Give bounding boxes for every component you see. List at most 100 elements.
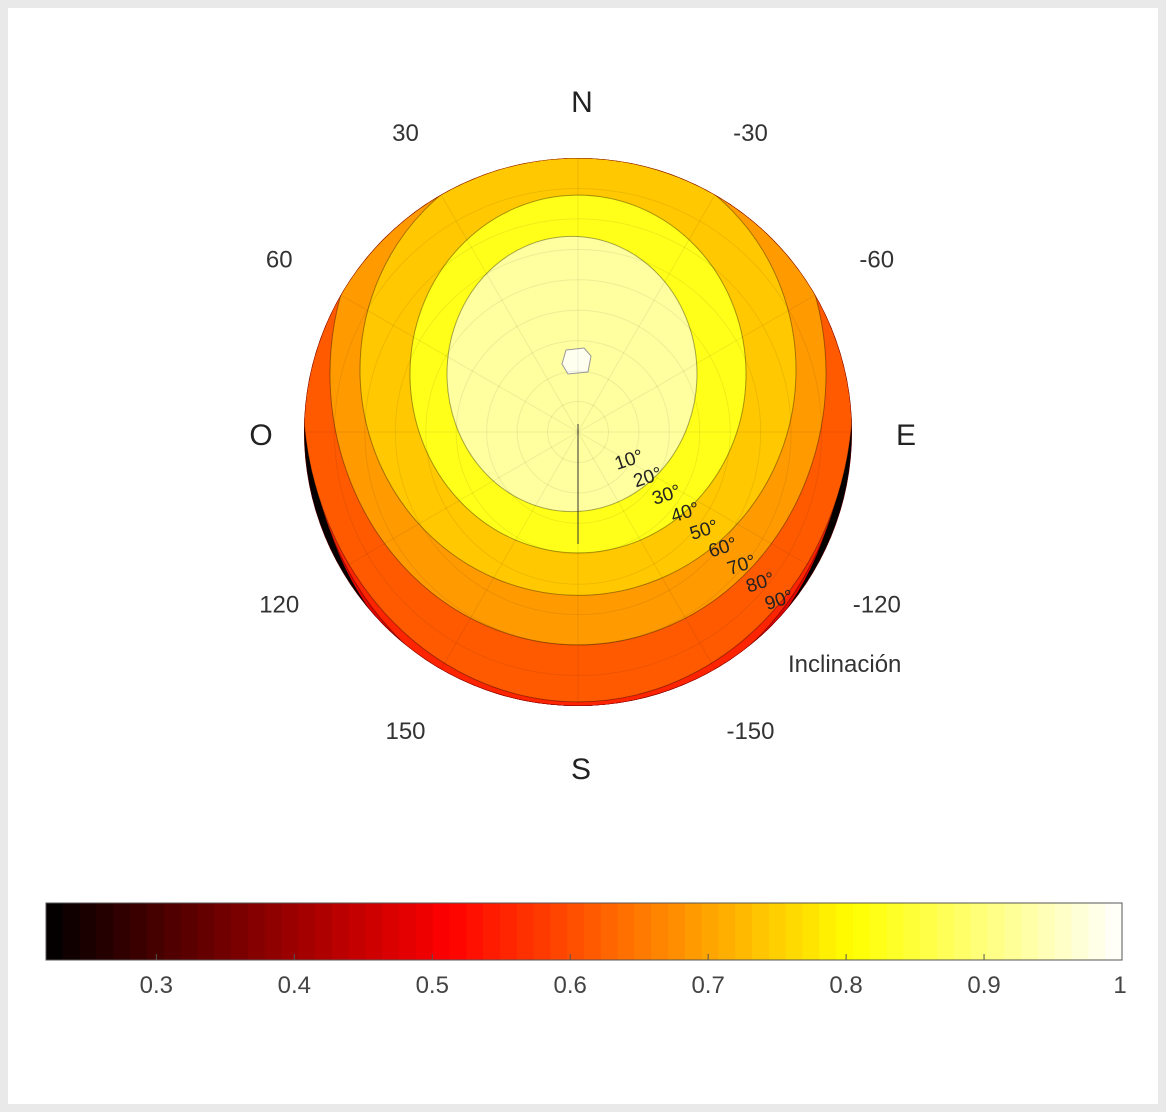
colorbar-segment — [1054, 903, 1073, 960]
grid-ring — [455, 309, 701, 555]
colorbar-segment — [735, 903, 753, 960]
colorbar-segment — [970, 903, 989, 960]
colorbar-segment — [1021, 903, 1039, 960]
colorbar-segment — [1105, 903, 1123, 960]
colorbar-tick-label: 0.7 — [691, 972, 724, 999]
colorbar-segment — [230, 903, 249, 960]
colorbar-segment — [113, 903, 131, 960]
colorbar-segment — [466, 903, 484, 960]
figure: 10° 20° 30° 40° 50° 60° 70° 80° 90° 30 -30 60 -60 12… — [8, 8, 1158, 1104]
colorbar-segment — [903, 903, 921, 960]
azimuth-label: 60 — [266, 247, 293, 274]
colorbar-segment — [869, 903, 888, 960]
colorbar-segment — [516, 903, 535, 960]
colorbar-segment — [1004, 903, 1022, 960]
colorbar-tick-label: 1 — [1113, 972, 1126, 999]
colorbar-segment — [567, 903, 585, 960]
colorbar-segment — [785, 903, 804, 960]
azimuth-label: 150 — [385, 718, 425, 745]
colorbar-segment — [836, 903, 854, 960]
colorbar-tick-label: 0.6 — [554, 972, 587, 999]
grid-ring — [333, 187, 823, 677]
colorbar — [45, 902, 1123, 961]
colorbar-segment — [987, 903, 1005, 960]
colorbar-segment — [331, 903, 350, 960]
grid-ring — [364, 218, 792, 646]
colorbar-segment — [146, 903, 165, 960]
colorbar-segment — [281, 903, 299, 960]
colorbar-segment — [62, 903, 81, 960]
cardinal-west: O — [249, 419, 272, 452]
colorbar-segment — [853, 903, 871, 960]
colorbar-segment — [432, 903, 451, 960]
colorbar-segment — [46, 903, 64, 960]
colorbar-segment — [315, 903, 333, 960]
colorbar-segment — [550, 903, 568, 960]
cardinal-south: S — [571, 753, 591, 786]
colorbar-segment — [819, 903, 837, 960]
colorbar-segment — [752, 903, 770, 960]
colorbar-frame — [45, 902, 1123, 961]
colorbar-segment — [1088, 903, 1106, 960]
colorbar-tick-label: 0.4 — [278, 972, 311, 999]
grid-spoke — [577, 294, 816, 433]
colorbar-segment — [684, 903, 703, 960]
colorbar-segment — [937, 903, 955, 960]
colorbar-segment — [886, 903, 905, 960]
colorbar-tick-labels: 0.3 0.4 0.5 0.6 0.7 0.8 0.9 1 — [140, 954, 1127, 999]
colorbar-segment — [130, 903, 148, 960]
colorbar-segment — [600, 903, 619, 960]
grid-spoke — [440, 431, 579, 670]
grid-ring — [394, 248, 762, 616]
azimuth-label: -60 — [859, 247, 894, 274]
colorbar-segment — [701, 903, 720, 960]
colorbar-segment — [415, 903, 434, 960]
azimuth-label: -150 — [726, 718, 774, 745]
colorbar-segment — [298, 903, 316, 960]
colorbar-segment — [483, 903, 501, 960]
colorbar-segment — [163, 903, 182, 960]
colorbar-segment — [651, 903, 669, 960]
colorbar-tick-label: 0.9 — [967, 972, 1000, 999]
polar-grid — [304, 158, 852, 706]
colorbar-segment — [499, 903, 518, 960]
azimuth-label: 30 — [392, 120, 419, 147]
colorbar-segment — [1071, 903, 1089, 960]
colorbar-segment — [634, 903, 652, 960]
grid-spoke — [577, 194, 716, 433]
colorbar-segment — [1037, 903, 1056, 960]
colorbar-segment — [180, 903, 198, 960]
colorbar-segment — [802, 903, 820, 960]
cardinal-north: N — [571, 86, 593, 119]
colorbar-tick-label: 0.8 — [829, 972, 862, 999]
grid-spoke — [440, 194, 579, 433]
colorbar-segment — [382, 903, 400, 960]
azimuth-labels: 30 -30 60 -60 120 -120 150 -150 — [259, 120, 901, 745]
colorbar-segment — [617, 903, 636, 960]
colorbar-segment — [718, 903, 736, 960]
grid-spoke — [577, 431, 816, 570]
cardinal-east: E — [896, 419, 916, 452]
colorbar-segment — [96, 903, 114, 960]
radial-axis-label: Inclinación — [788, 651, 901, 678]
colorbar-tick-label: 0.3 — [140, 972, 173, 999]
colorbar-segment — [584, 903, 602, 960]
colorbar-segment — [399, 903, 417, 960]
colorbar-tick-label: 0.5 — [416, 972, 449, 999]
colorbar-segment — [953, 903, 972, 960]
grid-ring — [425, 279, 731, 585]
band-peak — [561, 347, 592, 375]
grid-spoke — [340, 431, 579, 570]
colorbar-segment — [214, 903, 232, 960]
colorbar-segment — [247, 903, 266, 960]
colorbar-segment — [197, 903, 215, 960]
colorbar-segment — [79, 903, 98, 960]
colorbar-segment — [533, 903, 551, 960]
azimuth-label: -120 — [853, 592, 901, 619]
colorbar-segment — [264, 903, 282, 960]
colorbar-segment — [920, 903, 938, 960]
colorbar-segment — [768, 903, 787, 960]
azimuth-label: -30 — [733, 120, 768, 147]
colorbar-segment — [365, 903, 383, 960]
